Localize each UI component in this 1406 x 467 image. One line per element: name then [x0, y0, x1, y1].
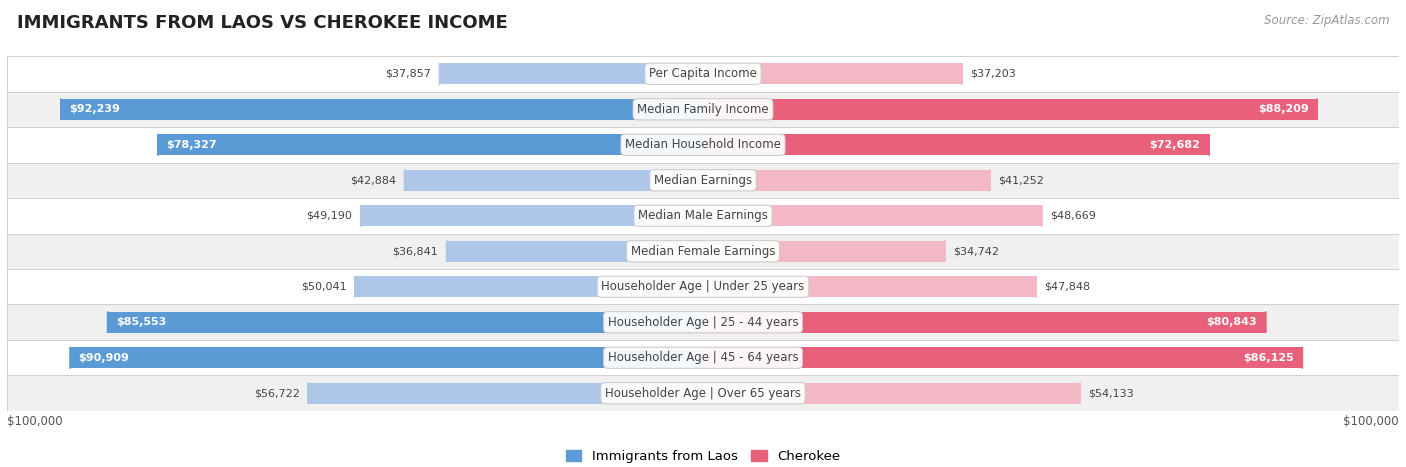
Text: IMMIGRANTS FROM LAOS VS CHEROKEE INCOME: IMMIGRANTS FROM LAOS VS CHEROKEE INCOME — [17, 14, 508, 32]
Text: $47,848: $47,848 — [1045, 282, 1091, 292]
Bar — [440, 63, 703, 85]
Text: Source: ZipAtlas.com: Source: ZipAtlas.com — [1264, 14, 1389, 27]
Bar — [7, 92, 1399, 127]
Bar — [7, 127, 1399, 163]
Bar — [703, 276, 1036, 297]
Text: Householder Age | 25 - 44 years: Householder Age | 25 - 44 years — [607, 316, 799, 329]
Text: $37,857: $37,857 — [385, 69, 432, 79]
Text: $92,239: $92,239 — [69, 104, 121, 114]
Text: Householder Age | 45 - 64 years: Householder Age | 45 - 64 years — [607, 351, 799, 364]
Text: $54,133: $54,133 — [1088, 388, 1133, 398]
Text: $56,722: $56,722 — [254, 388, 299, 398]
Bar — [7, 234, 1399, 269]
Bar — [157, 134, 703, 156]
Bar — [60, 99, 703, 120]
Bar — [361, 205, 703, 226]
Bar — [703, 311, 1265, 333]
Legend: Immigrants from Laos, Cherokee: Immigrants from Laos, Cherokee — [560, 444, 846, 467]
Text: $37,203: $37,203 — [970, 69, 1017, 79]
Bar — [447, 241, 703, 262]
Text: $90,909: $90,909 — [79, 353, 129, 363]
Bar — [7, 56, 1399, 92]
Bar — [703, 63, 962, 85]
Bar — [354, 276, 703, 297]
Bar — [7, 304, 1399, 340]
Text: $78,327: $78,327 — [166, 140, 217, 150]
Text: Median Household Income: Median Household Income — [626, 138, 780, 151]
Bar — [308, 382, 703, 404]
Text: $49,190: $49,190 — [307, 211, 353, 221]
Bar — [703, 99, 1317, 120]
Text: Median Female Earnings: Median Female Earnings — [631, 245, 775, 258]
Bar — [405, 170, 703, 191]
Text: $88,209: $88,209 — [1258, 104, 1309, 114]
Bar — [703, 347, 1302, 368]
Text: $86,125: $86,125 — [1243, 353, 1294, 363]
Text: $100,000: $100,000 — [1343, 415, 1399, 428]
Text: Median Male Earnings: Median Male Earnings — [638, 209, 768, 222]
Bar — [70, 347, 703, 368]
Bar — [703, 205, 1042, 226]
Bar — [7, 198, 1399, 234]
Text: Householder Age | Over 65 years: Householder Age | Over 65 years — [605, 387, 801, 400]
Bar — [7, 163, 1399, 198]
Text: $34,742: $34,742 — [953, 246, 1000, 256]
Text: Median Family Income: Median Family Income — [637, 103, 769, 116]
Bar — [703, 241, 945, 262]
Text: Per Capita Income: Per Capita Income — [650, 67, 756, 80]
Text: $85,553: $85,553 — [115, 317, 166, 327]
Text: Householder Age | Under 25 years: Householder Age | Under 25 years — [602, 280, 804, 293]
Bar — [703, 382, 1080, 404]
Text: $80,843: $80,843 — [1206, 317, 1257, 327]
Bar — [7, 340, 1399, 375]
Bar — [108, 311, 703, 333]
Bar — [7, 375, 1399, 411]
Text: $36,841: $36,841 — [392, 246, 439, 256]
Text: Median Earnings: Median Earnings — [654, 174, 752, 187]
Text: $50,041: $50,041 — [301, 282, 346, 292]
Bar — [703, 170, 990, 191]
Text: $41,252: $41,252 — [998, 175, 1045, 185]
Text: $48,669: $48,669 — [1050, 211, 1095, 221]
Bar — [703, 134, 1209, 156]
Text: $42,884: $42,884 — [350, 175, 396, 185]
Text: $100,000: $100,000 — [7, 415, 63, 428]
Text: $72,682: $72,682 — [1150, 140, 1201, 150]
Bar — [7, 269, 1399, 304]
